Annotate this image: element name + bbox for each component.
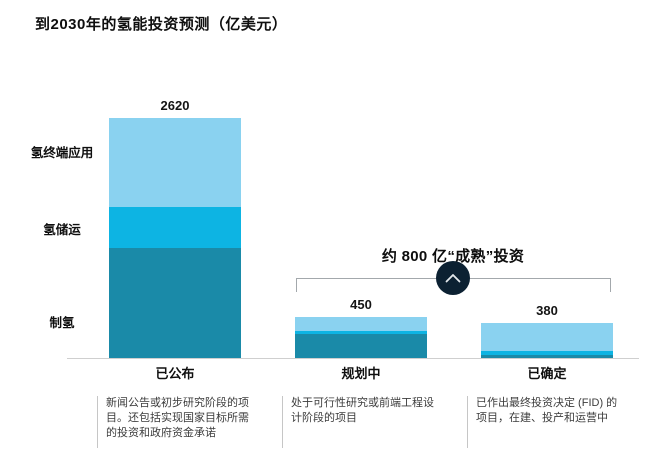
footnote-confirmed: 已作出最终投资决定 (FID) 的项目，在建、投产和运营中 (467, 396, 628, 448)
chart-title: 到2030年的氢能投资预测（亿美元） (35, 16, 288, 33)
bar-total-label-announced: 2620 (160, 98, 190, 113)
segment-label-storage: 氢储运 (43, 223, 81, 237)
category-label-announced: 已公布 (155, 366, 195, 381)
bar-segment-confirmed-storage (481, 351, 613, 355)
segment-label-enduse: 氢终端应用 (30, 146, 94, 160)
category-label-confirmed: 已确定 (527, 366, 567, 381)
annotation-bracket-tick-right (610, 278, 611, 292)
footnote-planned: 处于可行性研究或前端工程设计阶段的项目 (282, 396, 443, 448)
x-axis-line (67, 358, 639, 359)
annotation-text: 约 800 亿“成熟”投资 (381, 248, 525, 265)
bar-segment-announced-enduse (109, 118, 241, 207)
bar-segment-planned-production (295, 334, 427, 358)
bar-total-label-planned: 450 (350, 296, 372, 312)
bar-segment-confirmed-enduse (481, 323, 613, 352)
footnote-announced: 新闻公告或初步研究阶段的项目。还包括实现国家目标所需的投资和政府资金承诺 (97, 396, 258, 448)
annotation-bracket-tick-left (296, 278, 297, 292)
bar-segment-planned-enduse (295, 316, 427, 331)
bar-segment-announced-production (109, 247, 241, 358)
segment-label-production: 制氢 (49, 316, 75, 330)
bar-segment-confirmed-production (481, 354, 613, 358)
bar-segment-planned-storage (295, 330, 427, 334)
category-label-planned: 规划中 (341, 366, 381, 381)
bar-total-label-confirmed: 380 (536, 303, 558, 319)
chevron-up-icon (436, 261, 470, 295)
bar-segment-announced-storage (109, 206, 241, 248)
